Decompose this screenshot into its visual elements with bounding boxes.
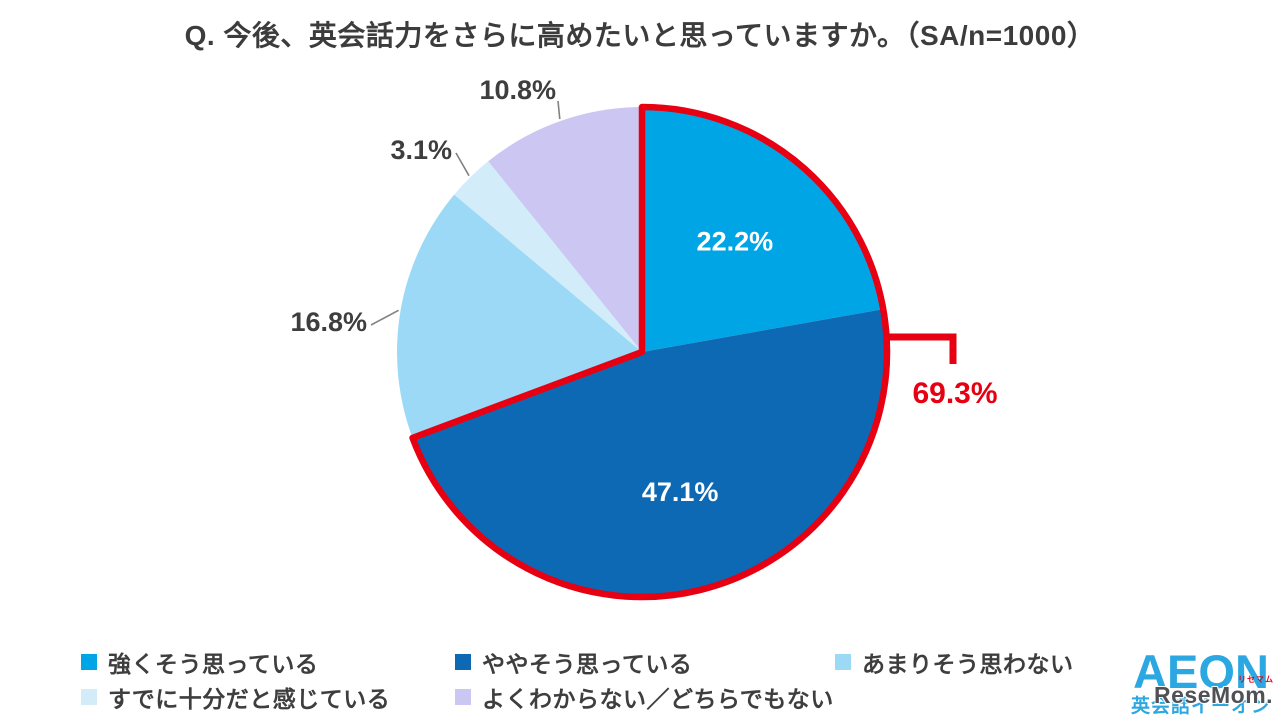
pie-slice-2 bbox=[397, 194, 642, 438]
leader-line-2 bbox=[370, 309, 399, 326]
slice-label-2: 16.8% bbox=[290, 307, 367, 337]
resemom-watermark: リセマム ReseMom. bbox=[1154, 676, 1274, 708]
pie-slice-1 bbox=[412, 309, 887, 597]
chart-title: Q. 今後、英会話力をさらに高めたいと思っていますか。（SA/n=1000） bbox=[184, 20, 1096, 51]
pie-slice-0 bbox=[642, 107, 884, 352]
leader-line-3 bbox=[455, 152, 470, 177]
slice-label-3: 3.1% bbox=[390, 135, 452, 165]
pie-slice-4 bbox=[488, 107, 642, 352]
pie-slice-3 bbox=[454, 161, 642, 352]
highlight-outline bbox=[409, 103, 891, 601]
resemom-text: ReseMom. bbox=[1154, 682, 1274, 708]
aeon-logo: AEON 英会話イーオン bbox=[1122, 645, 1280, 718]
aeon-logo-text: AEON bbox=[1133, 645, 1269, 698]
aeon-logo-subtext: 英会話イーオン bbox=[1130, 696, 1271, 717]
slice-label-1: 47.1% bbox=[642, 477, 719, 507]
callout-total-label: 69.3% bbox=[912, 377, 997, 410]
slice-label-0: 22.2% bbox=[697, 227, 774, 257]
leader-line-4 bbox=[557, 100, 561, 120]
resemom-ruby-label: リセマム bbox=[1238, 675, 1274, 684]
callout-line bbox=[886, 333, 957, 364]
slice-label-4: 10.8% bbox=[479, 75, 556, 105]
